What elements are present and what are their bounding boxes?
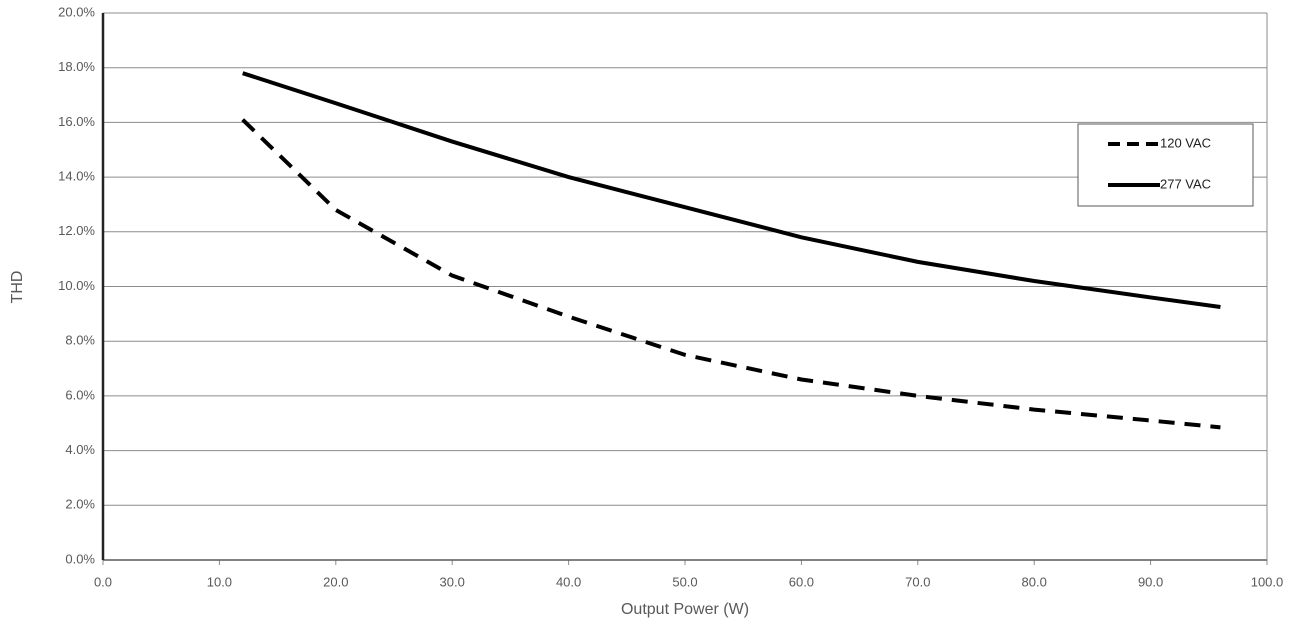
x-tick-label: 90.0 xyxy=(1138,574,1163,589)
legend: 120 VAC 277 VAC xyxy=(1077,123,1254,207)
x-tick-label: 60.0 xyxy=(789,574,814,589)
y-tick-label: 10.0% xyxy=(58,278,95,293)
x-tick-label: 30.0 xyxy=(440,574,465,589)
legend-label: 120 VAC xyxy=(1160,135,1211,150)
y-axis-title: THD xyxy=(9,271,26,304)
y-tick-label: 16.0% xyxy=(58,114,95,129)
x-tick-label: 20.0 xyxy=(323,574,348,589)
y-tick-label: 4.0% xyxy=(65,442,95,457)
y-tick-label: 8.0% xyxy=(65,333,95,348)
y-tick-label: 12.0% xyxy=(58,223,95,238)
y-tick-label: 2.0% xyxy=(65,497,95,512)
y-tick-label: 0.0% xyxy=(65,551,95,566)
y-tick-label: 14.0% xyxy=(58,169,95,184)
y-tick-label: 18.0% xyxy=(58,59,95,74)
x-tick-label: 100.0 xyxy=(1251,574,1284,589)
y-tick-label: 6.0% xyxy=(65,387,95,402)
x-tick-label: 80.0 xyxy=(1022,574,1047,589)
x-tick-label: 40.0 xyxy=(556,574,581,589)
legend-box xyxy=(1077,123,1254,207)
x-tick-label: 0.0 xyxy=(94,574,112,589)
y-tick-label: 20.0% xyxy=(58,4,95,19)
data-line xyxy=(242,71,1221,309)
x-tick-label: 50.0 xyxy=(672,574,697,589)
legend-label: 277 VAC xyxy=(1160,176,1211,191)
x-axis-title: Output Power (W) xyxy=(621,601,749,618)
x-tick-label: 10.0 xyxy=(207,574,232,589)
data-line xyxy=(241,118,1221,430)
x-tick-label: 70.0 xyxy=(905,574,930,589)
